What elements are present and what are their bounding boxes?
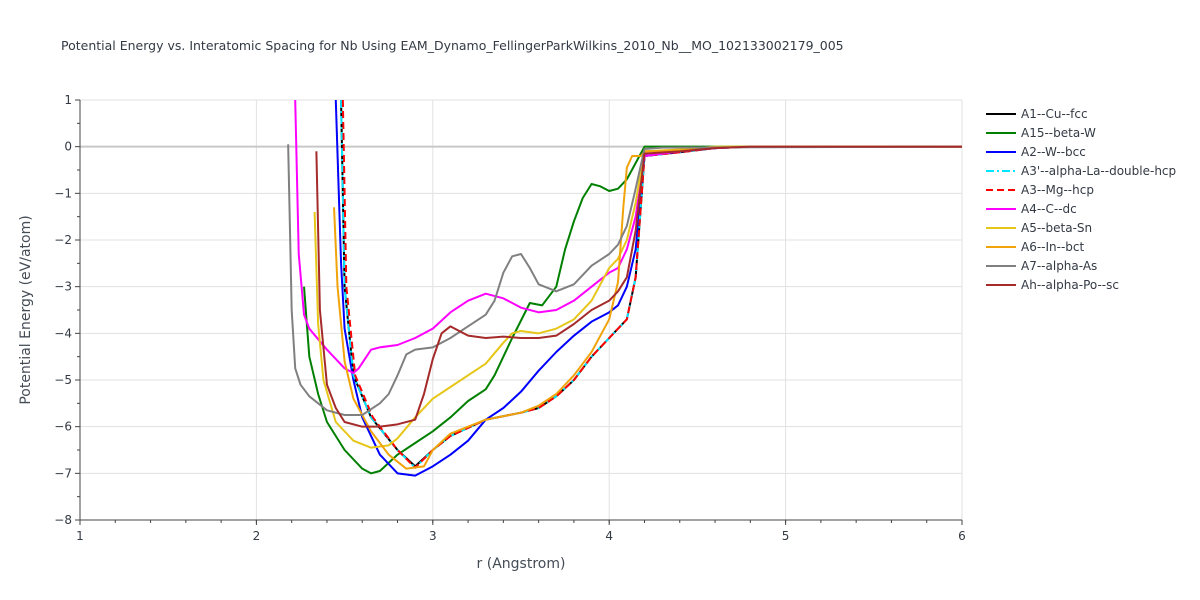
x-axis-title: r (Angstrom) <box>477 556 566 572</box>
legend-label: A4--C--dc <box>1021 202 1077 216</box>
legend-label: A7--alpha-As <box>1021 259 1097 273</box>
series-lines <box>287 100 962 477</box>
axes: 1 2 3 4 5 6 1 0 −1 −2 −3 −4 −5 −6 −7 −8 <box>54 93 966 543</box>
y-tick-label: −2 <box>54 233 72 247</box>
series-line-a15-beta-w <box>303 145 962 475</box>
legend-item-a5-beta-sn[interactable]: A5--beta-Sn <box>986 221 1092 235</box>
legend-item-a2-w-bcc[interactable]: A2--W--bcc <box>986 145 1086 159</box>
series-line-a5-beta-sn <box>313 145 962 449</box>
legend: A1--Cu--fcc A15--beta-W A2--W--bcc A3'--alp… <box>986 107 1176 292</box>
legend-item-a1-cu-fcc[interactable]: A1--Cu--fcc <box>986 107 1088 121</box>
series-line-a7-alpha-as <box>287 144 962 416</box>
legend-item-ah-alpha-po-sc[interactable]: Ah--alpha-Po--sc <box>986 278 1119 292</box>
x-tick-label: 2 <box>253 529 261 543</box>
series-line-ah-alpha-po-sc <box>315 145 962 428</box>
legend-item-a7-alpha-as[interactable]: A7--alpha-As <box>986 259 1097 273</box>
legend-item-a6-in-bct[interactable]: A6--In--bct <box>986 240 1085 254</box>
grid <box>80 99 963 521</box>
legend-item-a3-alpha-la-double-hcp[interactable]: A3'--alpha-La--double-hcp <box>986 164 1176 178</box>
legend-label: A6--In--bct <box>1021 240 1085 254</box>
legend-item-a3-mg-hcp[interactable]: A3--Mg--hcp <box>986 183 1094 197</box>
y-tick-label: 1 <box>64 93 72 107</box>
x-tick-label: 5 <box>782 529 790 543</box>
legend-label: A15--beta-W <box>1021 126 1096 140</box>
chart-title: Potential Energy vs. Interatomic Spacing… <box>61 38 844 53</box>
x-tick-label: 6 <box>958 529 966 543</box>
y-tick-label: 0 <box>64 140 72 154</box>
y-tick-label: −6 <box>54 420 72 434</box>
series-line-a6-in-bct <box>333 145 962 470</box>
legend-label: A3--Mg--hcp <box>1021 183 1094 197</box>
legend-label: A1--Cu--fcc <box>1021 107 1088 121</box>
x-tick-label: 4 <box>605 529 613 543</box>
legend-label: Ah--alpha-Po--sc <box>1021 278 1119 292</box>
legend-label: A2--W--bcc <box>1021 145 1086 159</box>
y-tick-label: −8 <box>54 513 72 527</box>
y-axis-title: Potential Energy (eV/atom) <box>18 215 34 404</box>
y-tick-label: −7 <box>54 466 72 480</box>
legend-label: A5--beta-Sn <box>1021 221 1092 235</box>
x-tick-label: 1 <box>76 529 84 543</box>
legend-label: A3'--alpha-La--double-hcp <box>1021 164 1176 178</box>
legend-item-a4-c-dc[interactable]: A4--C--dc <box>986 202 1077 216</box>
x-tick-label: 3 <box>429 529 437 543</box>
y-tick-label: −4 <box>54 326 72 340</box>
series-line-a4-c-dc <box>294 100 962 374</box>
legend-item-a15-beta-w[interactable]: A15--beta-W <box>986 126 1096 140</box>
y-tick-label: −1 <box>54 186 72 200</box>
y-tick-label: −3 <box>54 280 72 294</box>
y-tick-label: −5 <box>54 373 72 387</box>
